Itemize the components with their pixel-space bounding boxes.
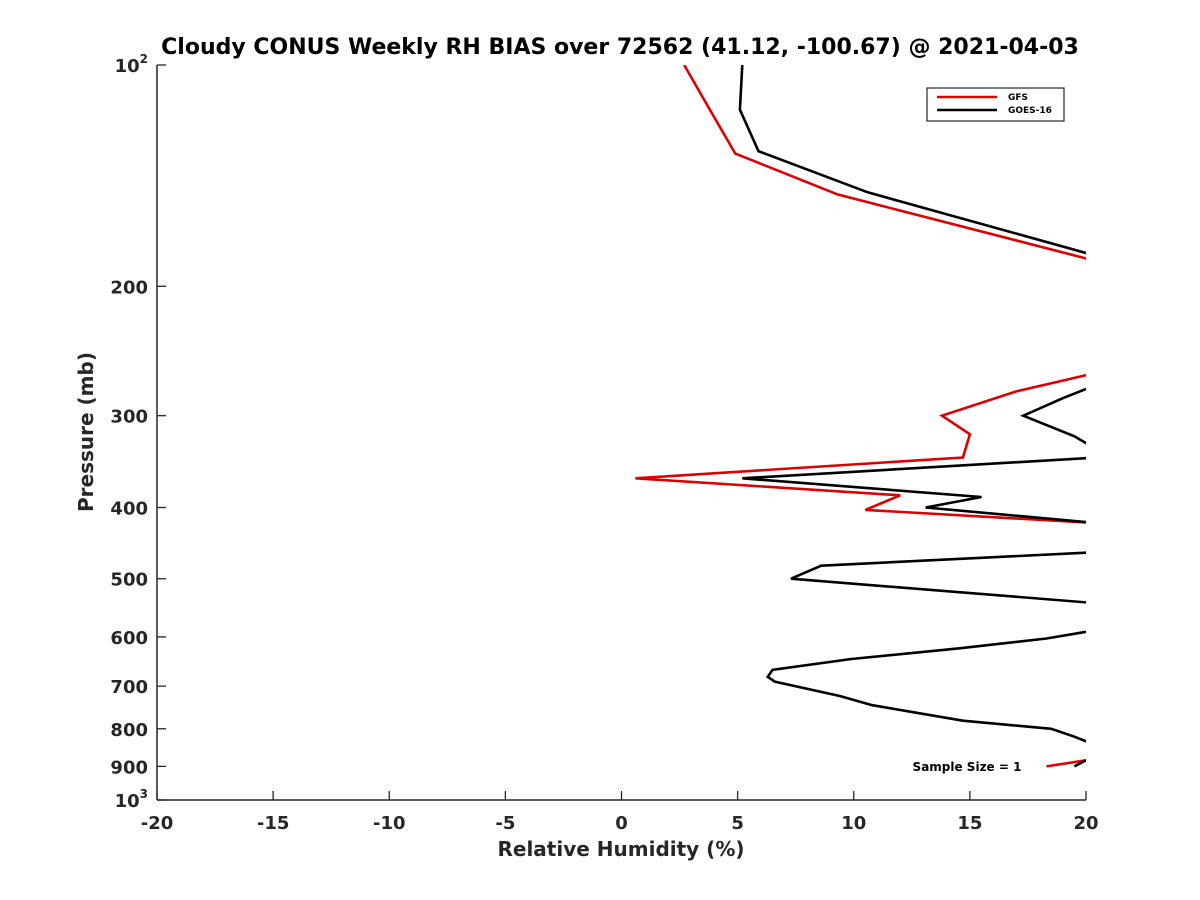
x-tick-label: -20 [141,813,174,834]
y-tick-base: 10 [115,56,140,77]
x-axis-label: Relative Humidity (%) [497,837,744,861]
chart-title: Cloudy CONUS Weekly RH BIAS over 72562 (… [161,35,1079,60]
series-line-goes-16-6 [1073,759,1086,768]
y-tick-label: 800 [110,720,148,741]
x-tick-label: -15 [257,813,290,834]
x-tick-label: -10 [373,813,406,834]
sample-size-annotation: Sample Size = 1 [913,760,1022,774]
y-tick-label: 600 [110,628,148,649]
x-tick-label: 10 [841,813,866,834]
series-line-goes-16-2 [1019,387,1086,445]
y-tick-base: 10 [115,791,140,812]
y-tick-exponent: 3 [140,787,148,801]
y-axis-label: Pressure (mb) [74,352,98,512]
legend: GFS GOES-16 [926,87,1065,122]
legend-box [926,87,1065,122]
y-tick-label: 102 [115,52,148,77]
series-goes-16 [738,65,1086,768]
series-gfs [635,65,1086,768]
x-tick-label: 15 [957,813,982,834]
series-line-gfs-3 [1046,759,1086,768]
x-tick-label: 5 [731,813,744,834]
series-line-goes-16-5 [766,630,1086,743]
series-line-goes-16-3 [742,456,1086,524]
y-tick-label: 500 [110,570,148,591]
series-line-gfs-2 [635,373,1086,524]
plot-area [635,65,1086,768]
legend-label-gfs: GFS [1008,93,1028,103]
x-tick-label: 20 [1073,813,1098,834]
x-tick-label: -5 [495,813,515,834]
y-tick-label: 900 [110,757,148,778]
y-tick-exponent: 2 [140,52,148,66]
y-tick-label: 700 [110,677,148,698]
y-tick-label: 300 [110,407,148,428]
y-tick-label: 103 [115,787,148,812]
axes: -20 -15 -10 -5 0 5 10 15 20102200300400500600700… [110,52,1098,834]
x-tick-label: 0 [615,813,628,834]
series-line-gfs-1 [683,65,1086,260]
y-tick-label: 200 [110,277,148,298]
series-line-goes-16-1 [738,65,1086,255]
y-tick-label: 400 [110,499,148,520]
legend-label-goes-16: GOES-16 [1008,106,1052,116]
series-line-goes-16-4 [790,551,1086,604]
